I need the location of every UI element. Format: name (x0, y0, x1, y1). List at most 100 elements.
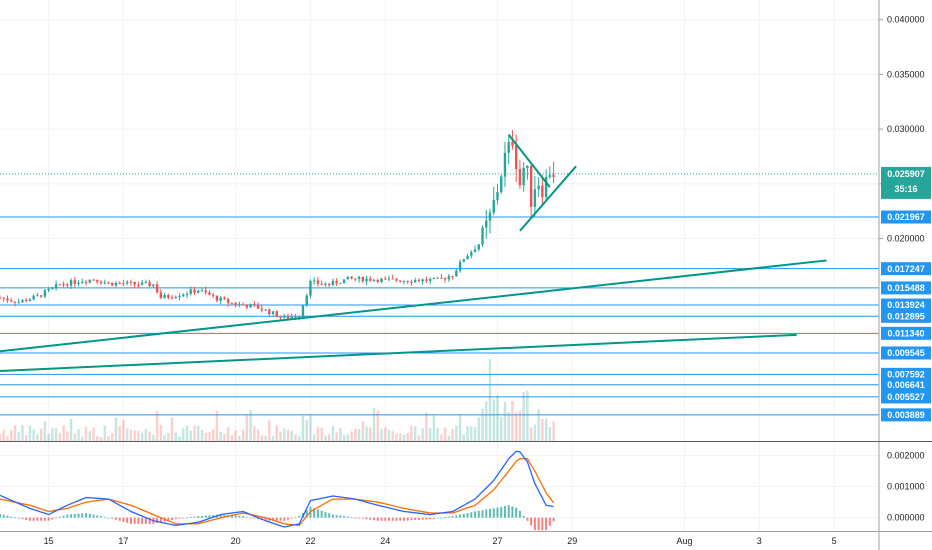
histogram-bar (391, 517, 394, 521)
level-badge-1 (881, 262, 931, 276)
histogram-bar (77, 513, 80, 518)
histogram-bar (88, 513, 91, 518)
volume-bar (372, 407, 376, 441)
histogram-bar (369, 517, 372, 520)
histogram-bar (417, 517, 420, 520)
histogram-bar (339, 515, 342, 518)
time-axis-labels[interactable]: 15 17 20 22 24 27 29 Aug 3 5 (44, 536, 837, 546)
candle-body (369, 278, 372, 281)
candle-body (533, 189, 537, 207)
volume-bar (17, 431, 20, 441)
volume-bar (238, 435, 241, 441)
candle-body (342, 279, 346, 284)
histogram-bar (174, 517, 177, 520)
candle-body (189, 289, 192, 294)
candle-body (316, 280, 320, 284)
volume-bar (212, 429, 215, 441)
horizontal-levels[interactable] (0, 216, 879, 416)
candle-body (395, 278, 398, 281)
volume-bar (541, 418, 544, 441)
volume-bar (533, 424, 537, 441)
volume-bar (440, 434, 443, 441)
candle-body (417, 280, 421, 282)
trendlines[interactable] (0, 133, 827, 372)
candle-body (410, 281, 413, 283)
histogram-bar (500, 506, 503, 518)
volume-bar (96, 435, 99, 441)
candle-body (500, 176, 503, 193)
candle-body (406, 280, 409, 282)
candle-body (96, 279, 99, 282)
last-price-label: 0.025907 35:16 (881, 166, 931, 199)
price-tick-label-2: 0.030000 (887, 124, 925, 134)
volume-bar (268, 420, 271, 441)
price-tick-label-4: 0.020000 (887, 234, 925, 244)
histogram-bar (272, 517, 275, 521)
volume-bar (369, 427, 372, 441)
volume-bar (118, 426, 121, 441)
candle-body (2, 297, 5, 299)
histogram-bar (335, 515, 338, 518)
candle-body (185, 293, 189, 295)
volume-bar (548, 427, 552, 441)
histogram-bar (298, 516, 301, 518)
volume-bar (514, 412, 518, 441)
candle-body (391, 278, 394, 280)
volume-bar (443, 427, 447, 441)
volume-bar (384, 427, 387, 441)
candle-body (137, 284, 140, 286)
histogram-bar (234, 515, 237, 518)
histogram-bar (264, 517, 267, 521)
candle-body (537, 185, 540, 190)
histogram-bar (122, 517, 125, 522)
histogram-bar (354, 517, 357, 519)
volume-bar (137, 430, 140, 441)
histogram-bar (51, 517, 54, 520)
histogram-bar (399, 517, 402, 521)
volume-bar (6, 436, 9, 441)
volume-bar (54, 428, 58, 441)
candle-body (39, 295, 43, 297)
volume-bar (428, 428, 432, 441)
candle-body (511, 142, 514, 146)
volume-bar (174, 432, 177, 441)
candle-body (28, 299, 32, 302)
candle-body (376, 279, 379, 283)
volume-bar (271, 436, 275, 441)
candle-body (548, 174, 552, 177)
volume-bar (301, 415, 305, 441)
volume-bar (167, 433, 170, 441)
volume-bar (552, 421, 555, 441)
candle-body (144, 282, 148, 284)
volume-bar (503, 401, 507, 441)
time-tick-label-9: 5 (832, 536, 837, 546)
histogram-bar (515, 507, 518, 518)
histogram-bar (432, 517, 435, 519)
histogram-bar (533, 517, 536, 531)
volume-bar (331, 425, 335, 441)
candle-body (432, 277, 436, 280)
time-tick-label-8: 3 (757, 536, 762, 546)
histogram-bar (496, 507, 499, 518)
candle-body (10, 300, 13, 302)
histogram-bar (40, 517, 43, 521)
volume-bar (182, 428, 185, 441)
histogram-bar (13, 517, 16, 519)
candle-body (260, 308, 264, 311)
candle-body (155, 284, 159, 293)
candle-body (365, 278, 368, 282)
volume-bar (410, 425, 413, 441)
histogram-bar (530, 517, 533, 526)
volume-bar (511, 401, 514, 441)
volume-bar (84, 426, 88, 441)
candle-body (129, 281, 133, 283)
candle-body (466, 255, 469, 260)
volume-bar (32, 429, 35, 441)
candle-body (163, 295, 166, 299)
price-tick-label-1: 0.035000 (887, 69, 925, 79)
histogram-bar (21, 517, 24, 520)
volume-bar (81, 436, 84, 441)
